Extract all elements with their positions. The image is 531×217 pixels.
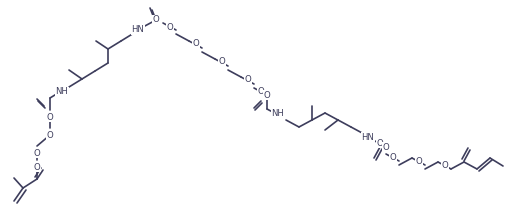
Text: O: O (376, 138, 383, 148)
Text: HN: HN (132, 26, 144, 35)
Text: NH: NH (56, 87, 68, 97)
Text: O: O (167, 23, 174, 31)
Text: O: O (383, 143, 389, 151)
Text: O: O (442, 161, 448, 169)
Text: O: O (219, 58, 225, 66)
Text: O: O (193, 39, 199, 49)
Text: O: O (33, 163, 40, 171)
Text: HN: HN (362, 133, 374, 141)
Text: O: O (390, 153, 396, 161)
Text: O: O (258, 87, 264, 95)
Text: O: O (416, 156, 422, 166)
Text: NH: NH (272, 108, 285, 117)
Text: O: O (245, 76, 251, 84)
Text: O: O (47, 112, 54, 122)
Text: O: O (47, 130, 54, 140)
Text: O: O (33, 148, 40, 158)
Text: O: O (263, 90, 270, 100)
Text: O: O (152, 15, 159, 25)
